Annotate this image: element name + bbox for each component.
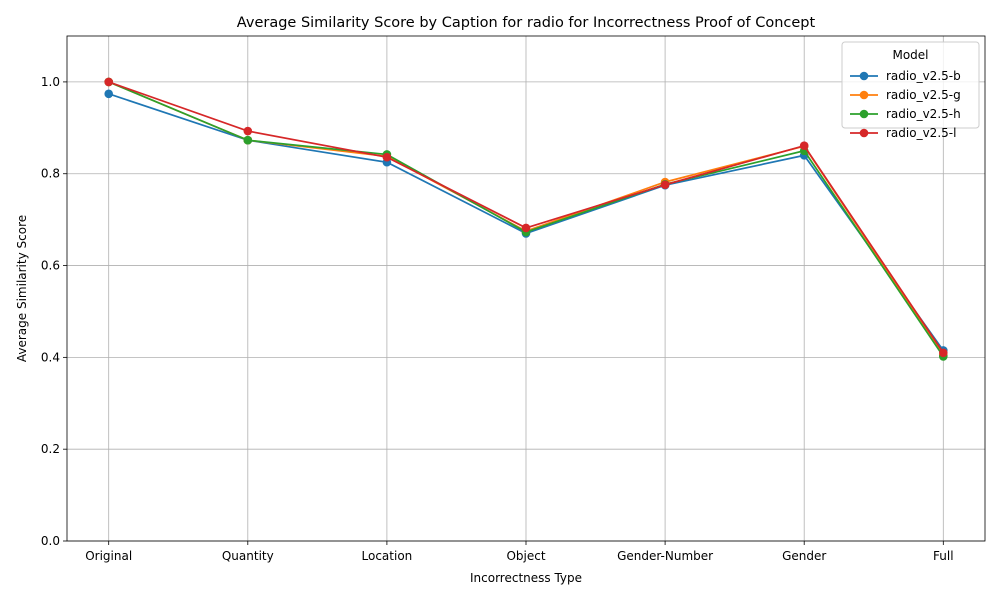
data-point [660, 180, 670, 190]
y-axis: 0.0 0.2 0.4 0.6 0.8 1.0 [41, 75, 67, 548]
chart-title: Average Similarity Score by Caption for … [237, 15, 816, 31]
legend-label: radio_v2.5-b [886, 69, 961, 83]
legend-label: radio_v2.5-h [886, 107, 961, 121]
y-tick-label: 0.8 [41, 167, 60, 181]
y-axis-label: Average Similarity Score [15, 215, 29, 362]
y-tick-label: 0.2 [41, 442, 60, 456]
x-tick-label: Gender-Number [617, 549, 713, 563]
y-tick-label: 0.6 [41, 259, 60, 273]
data-point [243, 126, 253, 136]
data-point [521, 223, 531, 233]
legend-marker [859, 71, 869, 81]
data-point [799, 141, 809, 151]
data-point [382, 152, 392, 162]
x-tick-label: Location [362, 549, 413, 563]
gridlines [67, 36, 985, 542]
data-point [104, 89, 113, 99]
series-radio_v2.5-l [104, 77, 948, 358]
legend-marker [859, 90, 869, 100]
series-layer [104, 77, 948, 361]
x-tick-label: Original [85, 549, 132, 563]
legend-item: radio_v2.5-b [850, 69, 961, 83]
legend-box [841, 41, 980, 129]
legend-marker [859, 128, 869, 138]
legend: Model radio_v2.5-bradio_v2.5-gradio_v2.5… [841, 41, 980, 140]
legend-item: radio_v2.5-g [850, 88, 961, 102]
y-tick-label: 1.0 [41, 75, 60, 89]
legend-title: Model [892, 48, 928, 62]
data-point [104, 77, 113, 87]
x-tick-label: Full [933, 549, 954, 563]
x-tick-label: Gender [782, 549, 826, 563]
legend-label: radio_v2.5-l [886, 126, 956, 140]
x-axis: Original Quantity Location Object Gender-Num… [85, 541, 954, 563]
legend-label: radio_v2.5-g [886, 88, 961, 102]
data-point [243, 135, 253, 145]
legend-items: radio_v2.5-b radio_v2.5-g radio_v2.5-hradi… [850, 69, 961, 140]
legend-item: radio_v2.5-h [850, 107, 961, 121]
x-tick-label: Object [506, 549, 545, 563]
data-point [939, 348, 948, 358]
x-axis-label: Incorrectness Type [470, 571, 582, 585]
legend-item: radio_v2.5-l [850, 126, 956, 140]
legend-marker [859, 109, 869, 119]
y-tick-label: 0.0 [41, 534, 60, 548]
x-tick-label: Quantity [222, 549, 274, 563]
y-tick-label: 0.4 [41, 350, 60, 364]
